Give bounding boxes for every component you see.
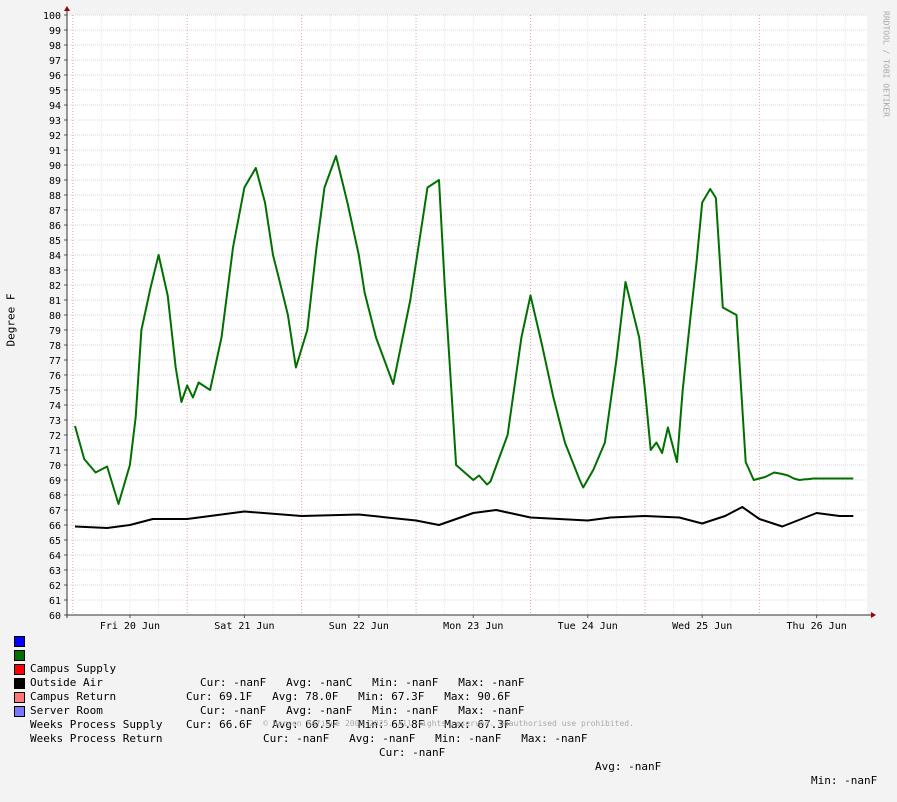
- y-tick-label: 83: [49, 266, 61, 277]
- legend-stats: Cur: 69.1F Avg: 78.0F Min: 67.3F Max: 90…: [186, 690, 511, 703]
- y-tick-label: 91: [49, 146, 61, 157]
- y-tick-label: 82: [49, 281, 61, 292]
- y-tick-label: 100: [43, 11, 61, 22]
- y-tick-label: 76: [49, 371, 61, 382]
- series-line-outside-air: [74, 155, 854, 505]
- x-tick-label: Tue 24 Jun: [558, 621, 618, 632]
- y-tick-label: 77: [49, 356, 61, 367]
- legend-label: Outside Air: [30, 676, 103, 689]
- y-tick-label: 99: [49, 26, 61, 37]
- y-tick-label: 94: [49, 101, 61, 112]
- x-tick-label: Sat 21 Jun: [214, 621, 274, 632]
- y-tick-label: 96: [49, 71, 61, 82]
- y-tick-label: 73: [49, 416, 61, 427]
- y-tick-label: 66: [49, 521, 61, 532]
- grid: [67, 14, 867, 616]
- x-tick-label: Mon 23 Jun: [443, 621, 503, 632]
- axes: [64, 6, 876, 618]
- y-tick-label: 81: [49, 296, 61, 307]
- y-tick-label: 71: [49, 446, 61, 457]
- legend-stats: Cur: -nanF Avg: -nanF Min: -nanF Max: -n…: [200, 704, 525, 717]
- legend-row-server-room: Server Room Cur: 66.6F Avg: 66.5F Min: 6…: [14, 676, 884, 731]
- y-tick-label: 90: [49, 161, 61, 172]
- y-tick-label: 80: [49, 311, 61, 322]
- tick-labels: 60 61 62 63 64 65 66 67 68 69 70 71 72 73 74 75 76 77 78 79…: [43, 11, 847, 632]
- series-lines: [74, 155, 854, 529]
- y-tick-label: 86: [49, 221, 61, 232]
- y-tick-label: 61: [49, 596, 61, 607]
- legend-swatch: [14, 706, 25, 717]
- y-tick-label: 60: [49, 611, 61, 622]
- chart-svg: 60 61 62 63 64 65 66 67 68 69 70 71 72 73 74 75 76 77 78 79…: [43, 6, 876, 632]
- y-tick-label: 63: [49, 566, 61, 577]
- watermark-text: RRDTOOL / TOBI OETIKER: [881, 11, 891, 117]
- y-tick-label: 85: [49, 236, 61, 247]
- x-axis-arrow: [871, 612, 876, 618]
- watermark: RRDTOOL / TOBI OETIKER: [879, 4, 893, 124]
- y-tick-label: 79: [49, 326, 61, 337]
- legend-swatch: [14, 650, 25, 661]
- legend-row-weeks-process-supply: Weeks Process Supply Cur: -nanF Avg: -na…: [14, 690, 884, 745]
- legend-swatch: [14, 664, 25, 675]
- legend-label: Server Room: [30, 704, 103, 717]
- y-tick-label: 70: [49, 461, 61, 472]
- legend-stats: Cur: 66.6F Avg: 66.5F Min: 65.8F Max: 67…: [186, 718, 511, 731]
- y-tick-label: 75: [49, 386, 61, 397]
- legend-label: Campus Supply: [30, 662, 117, 675]
- legend-label: Campus Return: [30, 690, 117, 703]
- y-tick-label: 93: [49, 116, 61, 127]
- y-tick-label: 68: [49, 491, 61, 502]
- y-tick-label: 69: [49, 476, 61, 487]
- y-tick-label: 74: [49, 401, 61, 412]
- y-tick-label: 62: [49, 581, 61, 592]
- legend-label: Weeks Process Return: [30, 732, 163, 745]
- y-axis-label-text: Degree F: [4, 293, 18, 347]
- legend-row-outside-air: Outside Air Cur: 69.1F Avg: 78.0F Min: 6…: [14, 648, 884, 703]
- copyright: © Haroon Rafique 2003-2025. All rights r…: [263, 719, 634, 728]
- y-tick-label: 72: [49, 431, 61, 442]
- y-tick-label: 92: [49, 131, 61, 142]
- legend-row-weeks-process-return: Weeks Process Return Cur: -nanF Avg: -na…: [14, 704, 884, 787]
- y-tick-label: 89: [49, 176, 61, 187]
- legend-swatch: [14, 692, 25, 703]
- y-tick-label: 84: [49, 251, 61, 262]
- legend-stats: Cur: -nanF Avg: -nanC Min: -nanF Max: -n…: [200, 676, 525, 689]
- x-tick-label: Sun 22 Jun: [329, 621, 389, 632]
- legend-stats-min: Min: -nanF: [811, 774, 878, 787]
- legend-swatch: [14, 678, 25, 689]
- series-line-server-room: [74, 506, 854, 529]
- x-tick-label: Fri 20 Jun: [100, 621, 160, 632]
- legend-stats-cur: Cur: -nanF: [379, 746, 446, 759]
- legend-stats: Cur: -nanF Avg: -nanF Min: -nanF Max: -n…: [263, 732, 588, 745]
- y-tick-label: 97: [49, 56, 61, 67]
- x-tick-label: Wed 25 Jun: [672, 621, 732, 632]
- legend-stats-avg: Avg: -nanF: [595, 760, 662, 773]
- legend-label: Weeks Process Supply: [30, 718, 163, 731]
- y-tick-label: 88: [49, 191, 61, 202]
- legend-row-campus-supply: Campus Supply Cur: -nanF Avg: -nanC Min:…: [14, 634, 884, 689]
- y-tick-label: 64: [49, 551, 61, 562]
- y-tick-label: 95: [49, 86, 61, 97]
- y-tick-label: 78: [49, 341, 61, 352]
- x-tick-label: Thu 26 Jun: [787, 621, 847, 632]
- y-axis-arrow: [64, 6, 70, 11]
- y-tick-label: 67: [49, 506, 61, 517]
- y-tick-label: 87: [49, 206, 61, 217]
- y-tick-label: 65: [49, 536, 61, 547]
- legend-row-campus-return: Campus Return Cur: -nanF Avg: -nanF Min:…: [14, 662, 884, 717]
- legend-swatch: [14, 636, 25, 647]
- y-tick-label: 98: [49, 41, 61, 52]
- y-axis-label: Degree F: [4, 285, 18, 355]
